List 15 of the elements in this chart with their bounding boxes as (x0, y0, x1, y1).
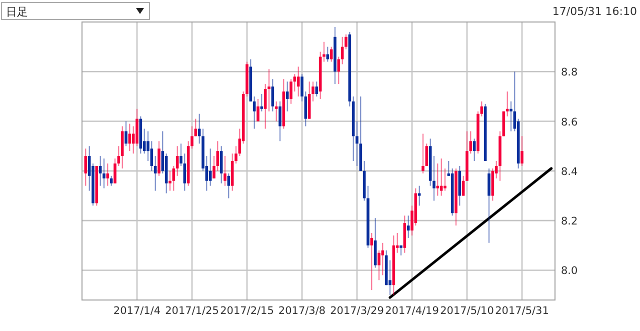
x-tick-label: 2017/3/29 (330, 305, 384, 317)
y-tick-label: 8.8 (561, 66, 578, 79)
x-tick-label: 2017/5/10 (440, 305, 494, 317)
text: 17/05/31 16:10 (552, 5, 637, 18)
x-tick-label: 2017/3/8 (278, 305, 326, 317)
y-tick-label: 8.4 (561, 166, 578, 178)
y-tick-label: 8.0 (561, 265, 578, 278)
y-tick-label: 8.6 (561, 116, 578, 128)
x-tick-label: 2017/1/4 (113, 305, 161, 317)
x-tick-label: 2017/1/25 (165, 305, 219, 317)
x-tick-label: 2017/2/15 (220, 305, 274, 317)
text: 日足 (6, 6, 28, 18)
x-tick-label: 2017/5/31 (495, 305, 549, 317)
y-tick-label: 8.2 (561, 216, 578, 228)
x-tick-label: 2017/4/19 (385, 305, 439, 317)
